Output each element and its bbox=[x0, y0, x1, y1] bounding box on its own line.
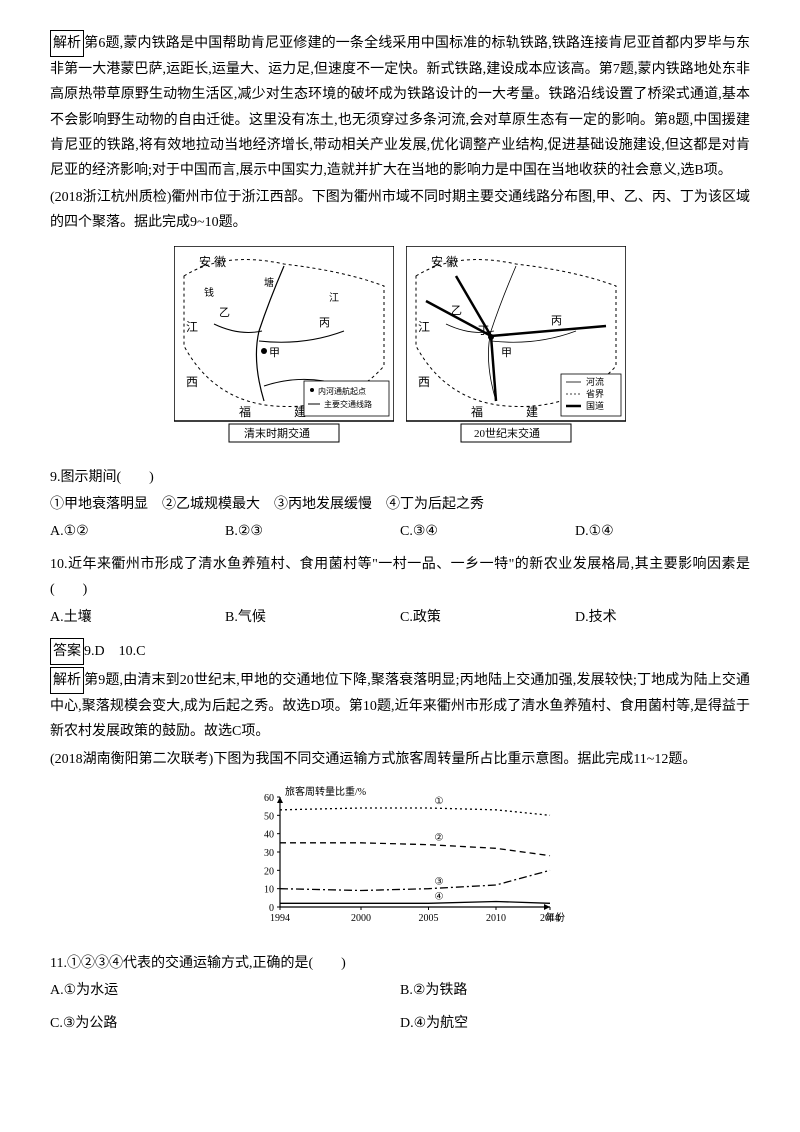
svg-text:年份: 年份 bbox=[545, 911, 565, 924]
map-row: 安徽 江西 福建 乙 甲 丙 钱塘江 内河通航起点 主要交通线路 清末时期交通 … bbox=[50, 246, 750, 455]
q11-opt-c: C.③为公路 bbox=[50, 1011, 400, 1036]
map-right: 安徽 江西 福建 乙 甲 丁 丙 河流 省界 国道 20世纪末交通 bbox=[406, 246, 626, 446]
analysis-label: 解析 bbox=[50, 30, 84, 57]
svg-text:40: 40 bbox=[264, 829, 274, 840]
map-left: 安徽 江西 福建 乙 甲 丙 钱塘江 内河通航起点 主要交通线路 清末时期交通 bbox=[174, 246, 394, 446]
analysis-text-2: 第9题,由清末到20世纪末,甲地的交通地位下降,聚落衰落明显;丙地陆上交通加强,… bbox=[50, 673, 750, 739]
answer-text: 9.D 10.C bbox=[84, 644, 145, 659]
analysis-1: 解析第6题,蒙内铁路是中国帮助肯尼亚修建的一条全线采用中国标准的标轨铁路,铁路连… bbox=[50, 30, 750, 183]
q11-options-2: C.③为公路 D.④为航空 bbox=[50, 1011, 750, 1036]
analysis-text: 第6题,蒙内铁路是中国帮助肯尼亚修建的一条全线采用中国标准的标轨铁路,铁路连接肯… bbox=[50, 36, 750, 178]
q11-opt-a: A.①为水运 bbox=[50, 978, 400, 1003]
svg-text:60: 60 bbox=[264, 793, 274, 804]
svg-text:国道: 国道 bbox=[586, 400, 604, 411]
svg-text:2010: 2010 bbox=[486, 913, 506, 924]
svg-text:50: 50 bbox=[264, 811, 274, 822]
svg-text:10: 10 bbox=[264, 884, 274, 895]
svg-text:④: ④ bbox=[435, 891, 444, 902]
answer-label: 答案 bbox=[50, 638, 84, 665]
q11-options: A.①为水运 B.②为铁路 bbox=[50, 978, 750, 1003]
svg-text:乙: 乙 bbox=[219, 306, 230, 319]
svg-text:钱: 钱 bbox=[204, 286, 214, 299]
svg-text:内河通航起点: 内河通航起点 bbox=[318, 386, 366, 396]
svg-text:丙: 丙 bbox=[551, 315, 562, 327]
svg-text:2005: 2005 bbox=[419, 913, 439, 924]
q9-opt-a: A.①② bbox=[50, 519, 225, 544]
svg-text:江: 江 bbox=[418, 320, 430, 334]
svg-text:甲: 甲 bbox=[269, 347, 280, 359]
svg-text:河流: 河流 bbox=[586, 376, 604, 387]
svg-text:西: 西 bbox=[186, 375, 198, 389]
svg-text:建: 建 bbox=[526, 405, 538, 419]
context-1: (2018浙江杭州质检)衢州市位于浙江西部。下图为衢州市域不同时期主要交通线路分… bbox=[50, 185, 750, 235]
q11-opt-d: D.④为航空 bbox=[400, 1011, 750, 1036]
svg-text:旅客周转量比重/%: 旅客周转量比重/% bbox=[285, 785, 366, 798]
analysis-2: 解析第9题,由清末到20世纪末,甲地的交通地位下降,聚落衰落明显;丙地陆上交通加… bbox=[50, 667, 750, 745]
svg-text:塘: 塘 bbox=[264, 276, 274, 289]
q10-opt-c: C.政策 bbox=[400, 605, 575, 630]
svg-text:②: ② bbox=[435, 832, 444, 843]
q10-opt-b: B.气候 bbox=[225, 605, 400, 630]
q11-stem: 11.①②③④代表的交通运输方式,正确的是( ) bbox=[50, 951, 750, 976]
q10-stem: 10.近年来衢州市形成了清水鱼养殖村、食用菌村等"一村一品、一乡一特"的新农业发… bbox=[50, 552, 750, 602]
answer-1: 答案9.D 10.C bbox=[50, 638, 750, 665]
svg-text:福: 福 bbox=[471, 404, 483, 419]
svg-text:西: 西 bbox=[418, 375, 430, 389]
svg-text:江: 江 bbox=[329, 292, 339, 304]
analysis-label-2: 解析 bbox=[50, 667, 84, 694]
q9-stem: 9.图示期间( ) bbox=[50, 465, 750, 490]
svg-text:安: 安 bbox=[431, 254, 443, 269]
line-chart: 010203040506019942000200520102014旅客周转量比重… bbox=[235, 782, 565, 932]
q10-opt-a: A.土壤 bbox=[50, 605, 225, 630]
svg-text:30: 30 bbox=[264, 848, 274, 859]
svg-text:江: 江 bbox=[186, 320, 198, 334]
svg-text:省界: 省界 bbox=[586, 388, 604, 399]
q11-opt-b: B.②为铁路 bbox=[400, 978, 750, 1003]
svg-text:丁: 丁 bbox=[478, 325, 489, 337]
q9-opt-d: D.①④ bbox=[575, 519, 750, 544]
svg-text:甲: 甲 bbox=[501, 347, 512, 359]
q9-options: A.①② B.②③ C.③④ D.①④ bbox=[50, 519, 750, 544]
svg-text:丙: 丙 bbox=[319, 317, 330, 329]
q9-subs: ①甲地衰落明显 ②乙城规模最大 ③丙地发展缓慢 ④丁为后起之秀 bbox=[50, 492, 750, 517]
svg-text:福: 福 bbox=[239, 404, 251, 419]
q10-options: A.土壤 B.气候 C.政策 D.技术 bbox=[50, 605, 750, 630]
svg-text:①: ① bbox=[435, 796, 444, 807]
svg-text:③: ③ bbox=[435, 876, 444, 887]
q9-opt-c: C.③④ bbox=[400, 519, 575, 544]
q10-opt-d: D.技术 bbox=[575, 605, 750, 630]
chart-container: 010203040506019942000200520102014旅客周转量比重… bbox=[50, 782, 750, 941]
svg-text:安: 安 bbox=[199, 254, 211, 269]
svg-text:20世纪末交通: 20世纪末交通 bbox=[474, 426, 540, 440]
svg-text:20: 20 bbox=[264, 866, 274, 877]
q9-opt-b: B.②③ bbox=[225, 519, 400, 544]
svg-text:2000: 2000 bbox=[351, 913, 371, 924]
context-2: (2018湖南衡阳第二次联考)下图为我国不同交通运输方式旅客周转量所占比重示意图… bbox=[50, 747, 750, 772]
svg-text:主要交通线路: 主要交通线路 bbox=[324, 399, 372, 409]
svg-text:1994: 1994 bbox=[270, 913, 290, 924]
svg-text:乙: 乙 bbox=[451, 304, 462, 317]
svg-text:清末时期交通: 清末时期交通 bbox=[244, 426, 310, 440]
